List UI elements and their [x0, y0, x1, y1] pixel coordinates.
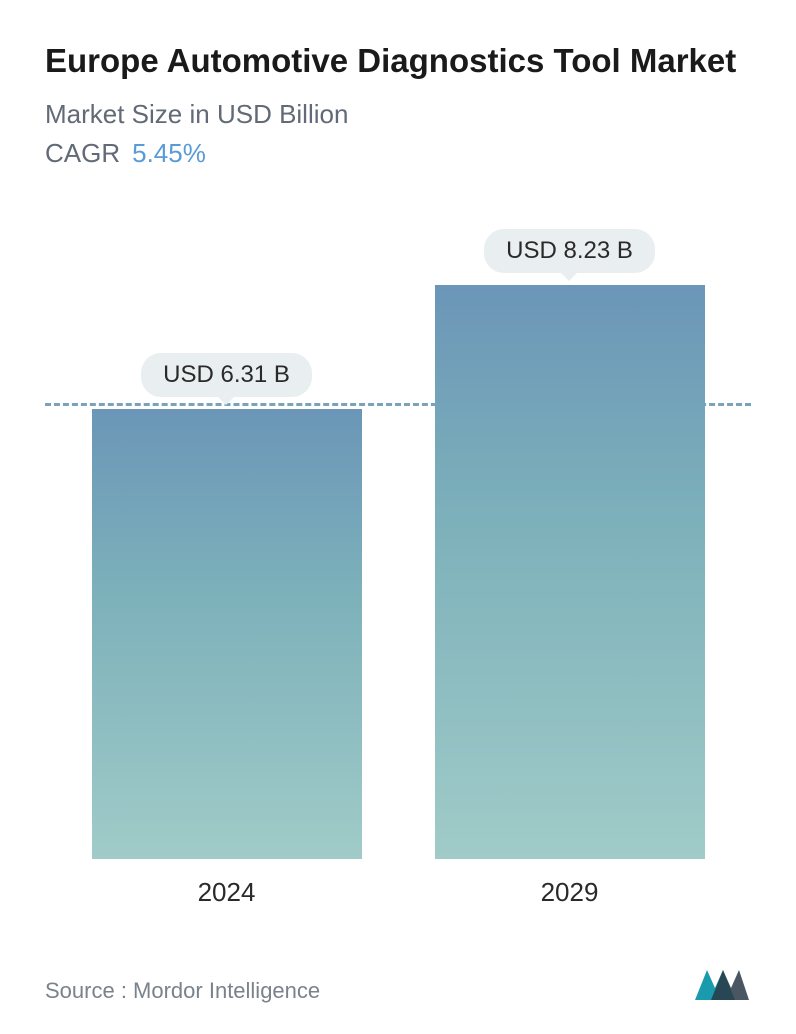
x-axis-labels: 2024 2029 — [55, 859, 741, 908]
value-badge-1: USD 8.23 B — [484, 229, 655, 273]
source-text: Source : Mordor Intelligence — [45, 978, 320, 1004]
chart-area: USD 6.31 B USD 8.23 B — [55, 229, 741, 859]
bar-0 — [92, 409, 362, 859]
mordor-logo-icon — [693, 962, 751, 1004]
cagr-row: CAGR 5.45% — [45, 138, 751, 169]
bar-group-1: USD 8.23 B — [428, 229, 711, 859]
cagr-label: CAGR — [45, 138, 120, 169]
bar-group-0: USD 6.31 B — [85, 229, 368, 859]
bar-1 — [435, 285, 705, 859]
bars-wrapper: USD 6.31 B USD 8.23 B — [55, 229, 741, 859]
chart-title: Europe Automotive Diagnostics Tool Marke… — [45, 40, 751, 81]
year-label-0: 2024 — [92, 877, 362, 908]
chart-subtitle: Market Size in USD Billion — [45, 99, 751, 130]
footer: Source : Mordor Intelligence — [45, 962, 751, 1004]
year-label-1: 2029 — [435, 877, 705, 908]
chart-container: Europe Automotive Diagnostics Tool Marke… — [0, 0, 796, 1034]
value-badge-0: USD 6.31 B — [141, 353, 312, 397]
cagr-value: 5.45% — [132, 138, 206, 169]
